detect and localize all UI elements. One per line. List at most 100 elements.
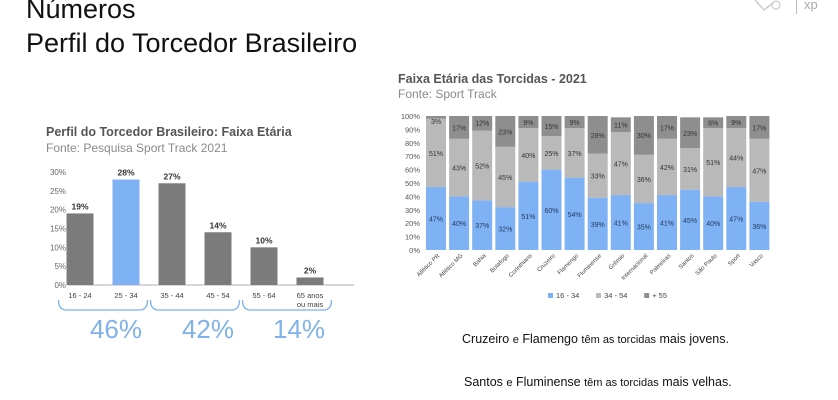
caption-old-team2: Fluminense [516,375,581,389]
chart1-bar [296,277,324,285]
chart2-ytick-label: 80% [405,139,420,148]
caption-young-mid: têm as torcidas [581,334,657,346]
chart2-segment-label: 15% [544,124,558,131]
chart2-segment-label: 44% [729,156,743,163]
chart2-segment-label: 36% [752,224,766,231]
page-title-line1: Números [26,0,136,24]
chart2-bar-segment [495,146,516,208]
chart2-segment-label: 3% [431,119,441,126]
chart2-bar-segment [726,116,747,129]
chart2-bar-segment [703,117,724,129]
age-profile-bar-chart: 0% 5% 10% 15% 20% 25% 30% 19% 16 - 24 28% 25 - 34 2… [50,168,354,311]
chart2-category-label: Flamengo [557,253,581,277]
group-pct-older: 14% [272,314,326,344]
chart2-bar-segment [657,116,677,139]
chart2-segment-label: 45% [683,218,697,225]
chart1-category-label: 55 - 64 [252,291,275,300]
chart2-legend-swatch [596,293,602,298]
chart1-category-label: 25 - 34 [114,291,137,300]
chart2-bar-segment [703,196,724,250]
chart2-segment-label: 39% [591,222,605,229]
chart2-segment-label: 51% [429,151,443,158]
chart2-ytick-label: 60% [405,166,420,175]
chart2-segment-label: 43% [452,166,466,173]
caption-old-end: mais velhas. [662,375,732,389]
chart2-segment-label: 42% [660,165,674,172]
chart2-bar-segment [426,118,446,188]
chart2-segment-label: 47% [614,162,628,169]
chart1-ytick-label: 30% [50,168,66,177]
chart2-segment-label: 9% [570,120,580,127]
chart2-segment-label: 35% [637,225,651,232]
caption-old: Santos e Fluminense têm as torcidas mais… [464,375,732,389]
chart2-segment-label: 37% [568,151,582,158]
chart2-legend-label: 16 - 34 [556,291,579,300]
caption-young-team2: Flamengo [522,332,578,346]
chart2-segment-label: 33% [591,174,605,181]
chart2-bar-segment [472,130,493,201]
chart2-bar-segment [587,116,608,154]
chart2-bar-segment [564,116,585,129]
chart2-bar-segment [633,154,654,204]
chart2-bar-segment [472,116,493,131]
chart2-bar-segment [518,116,539,129]
chart2-bar-segment [610,195,631,250]
chart1-category-label: 35 - 44 [160,291,183,300]
chart2-category-label: Grêmio [608,253,627,272]
brand-logo-icon [754,0,781,12]
chart2-segment-label: 40% [706,221,720,228]
chart2-segment-label: 51% [706,160,720,167]
chart2-bar-segment [749,116,770,139]
chart2-bar-segment [449,138,470,197]
chart2-category-label: Botafogo [489,253,511,275]
chart2-segment-label: 41% [660,221,674,228]
chart2-bar-segment [749,201,770,250]
chart2-bar-segment [472,200,493,250]
chart1-bar [112,179,140,285]
caption-young-team1: Cruzeiro [462,332,510,346]
chart2-bar-segment [518,128,539,182]
chart2-legend-swatch [644,293,650,298]
chart2-bar-segment [680,189,701,250]
chart1-value-label: 28% [117,168,134,178]
chart2-segment-label: 17% [452,125,466,132]
chart2-category-label: Atlético MG [438,253,464,279]
chart2-segment-label: 47% [429,217,443,224]
chart1-ytick-label: 25% [50,187,66,196]
chart2-bar-segment [726,128,747,188]
chart1-category-label: 45 - 54 [206,291,229,300]
chart2-bar-segment [633,203,654,250]
brand-name: xp [804,0,818,12]
chart2-bar-segment [587,153,608,198]
chart2-segment-label: 31% [683,167,697,174]
chart1-category-label: 65 anos ou mais [297,291,324,309]
chart2-segment-label: 8% [708,121,718,128]
chart2-segment-label: 40% [452,221,466,228]
chart1-value-label: 19% [71,201,88,211]
chart2-segment-label: 47% [752,168,766,175]
chart1-ytick-label: 10% [50,243,66,252]
chart2-segment-label: 37% [475,223,489,230]
chart2-bar-segment [449,196,470,250]
chart2-segment-label: 40% [521,153,535,160]
chart2-bar-segment [726,187,747,250]
group-pct-young: 46% [89,314,143,344]
chart1-group-bracket [149,299,241,311]
caption-young: Cruzeiro e Flamengo têm as torcidas mais… [462,332,729,346]
caption-old-conj: e [506,377,513,389]
chart2-bar-segment [495,207,516,250]
chart2-source: Fonte: Sport Track [398,87,497,101]
chart2-bar-segment [518,181,539,250]
chart2-bar-segment [610,132,631,196]
chart2-bar-segment [657,195,677,250]
chart2-ytick-label: 70% [405,152,420,161]
chart2-bar-segment [449,116,470,139]
chart1-ytick-label: 5% [54,262,66,271]
chart2-segment-label: 51% [521,214,535,221]
chart1-title: Perfil do Torcedor Brasileiro: Faixa Etá… [46,125,292,139]
chart1-ytick-label: 20% [50,206,66,215]
chart2-segment-label: 12% [475,121,489,128]
chart2-category-label: Vasco [749,253,765,269]
chart1-source: Fonte: Pesquisa Sport Track 2021 [46,141,228,155]
chart2-segment-label: 32% [498,227,512,234]
